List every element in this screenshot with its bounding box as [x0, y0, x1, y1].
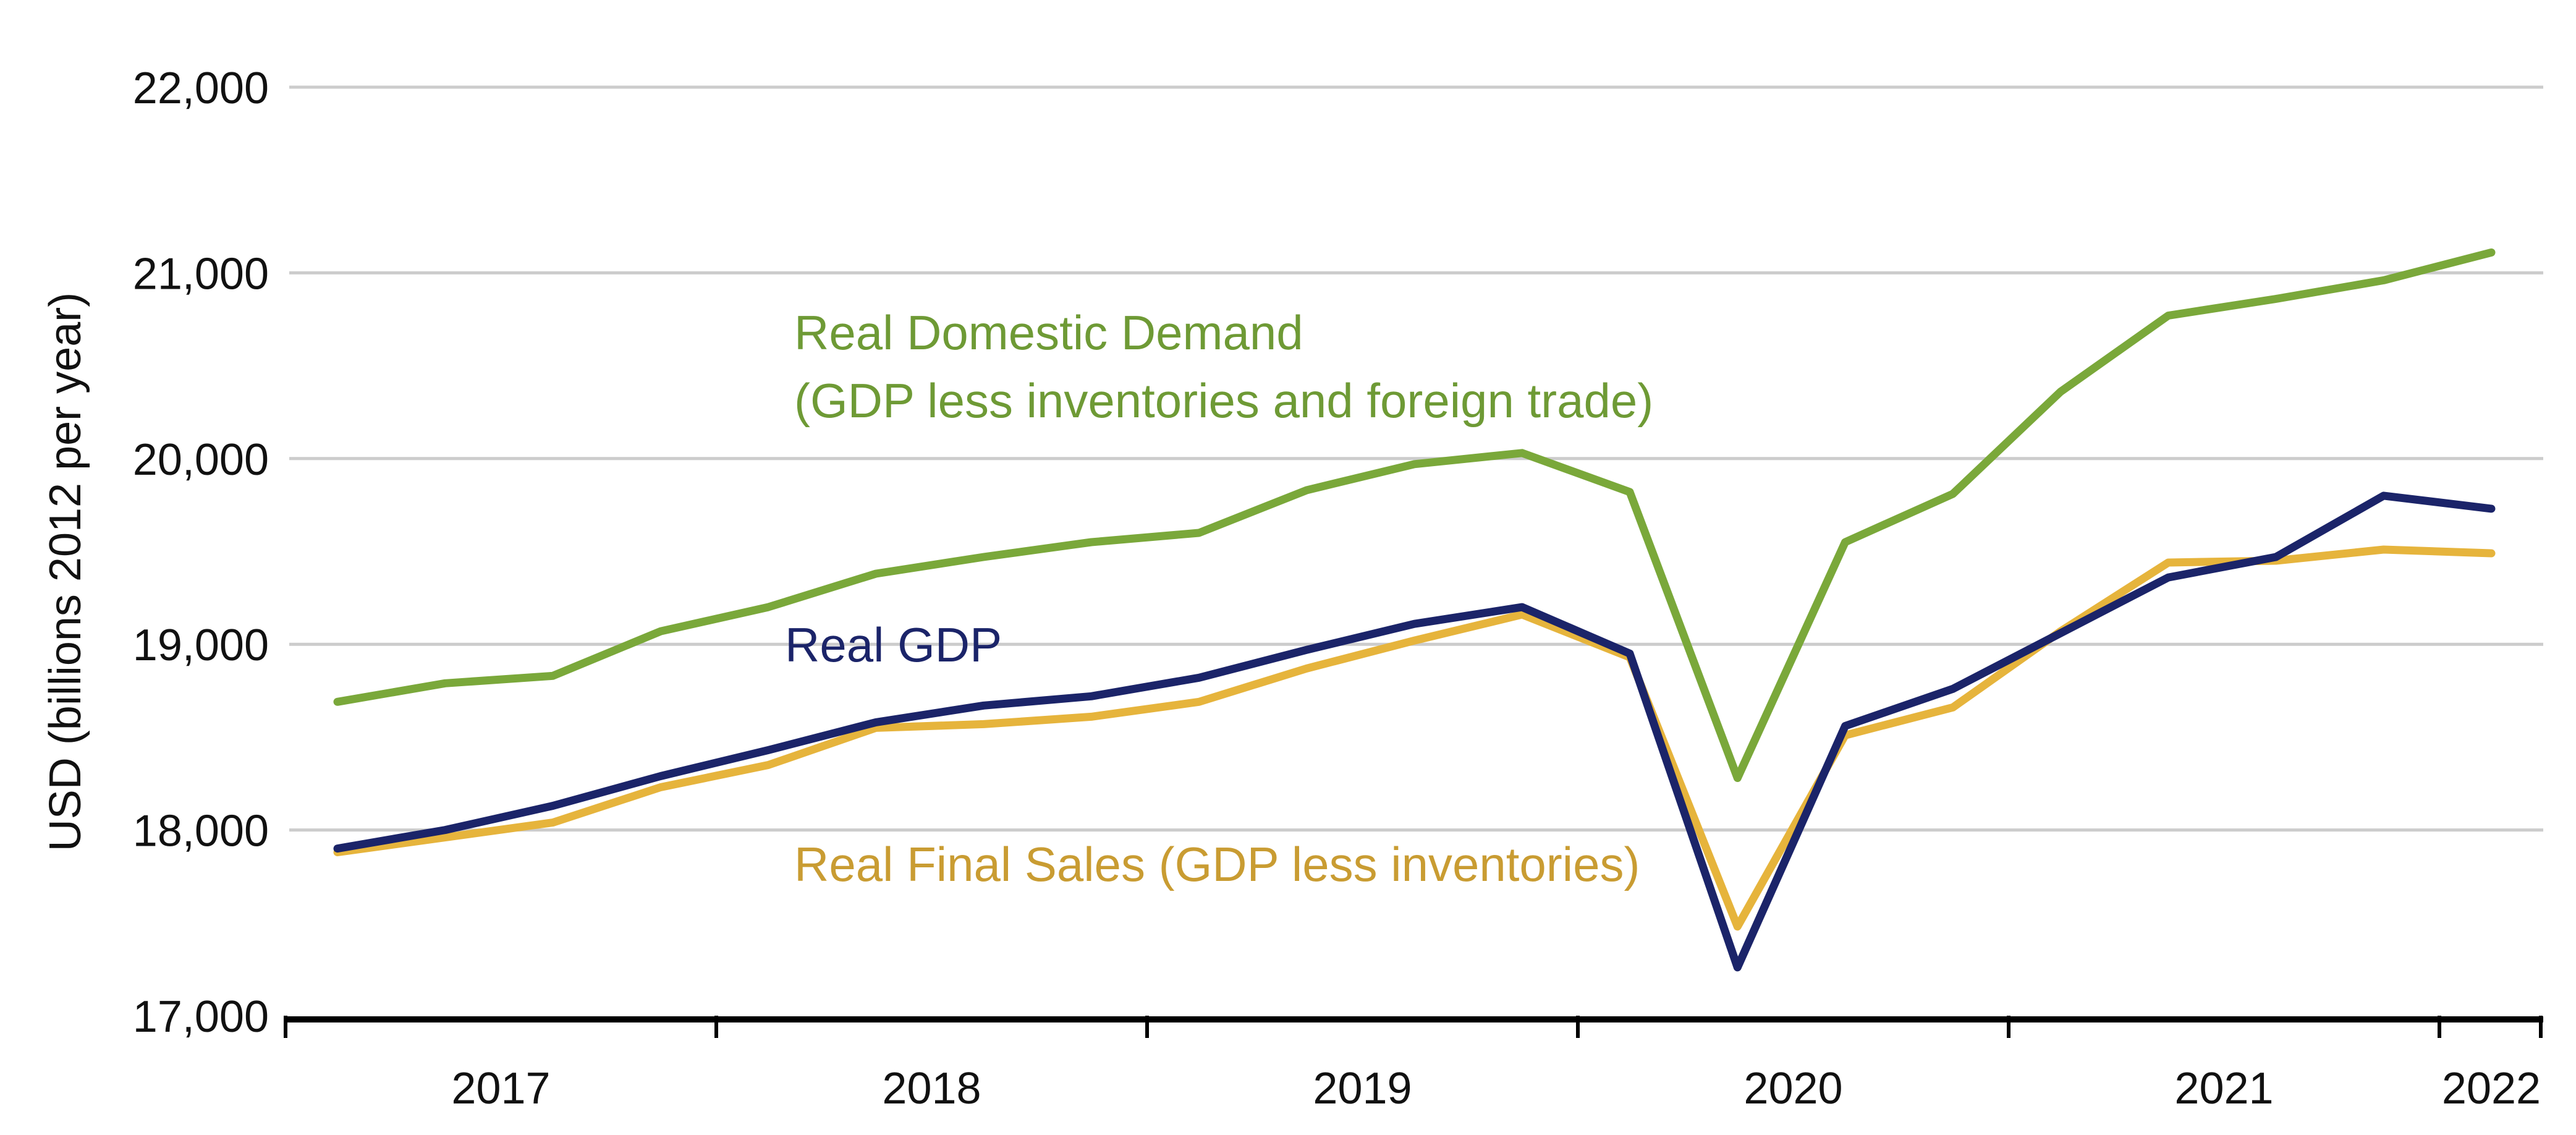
y-tick-label-21000: 21,000 [133, 249, 269, 299]
annotation-real-domestic-demand-line1: Real Domestic Demand [794, 305, 1303, 360]
y-tick-label-20000: 20,000 [133, 435, 269, 485]
y-tick-label-22000: 22,000 [133, 64, 269, 113]
annotation-real-gdp: Real GDP [785, 618, 1002, 672]
y-axis-ticks: 17,000 18,000 19,000 20,000 21,000 22,000 [133, 64, 269, 1042]
annotation-real-final-sales: Real Final Sales (GDP less inventories) [794, 837, 1640, 891]
x-tick-label-2019: 2019 [1313, 1064, 1412, 1113]
annotation-real-domestic-demand-line2: (GDP less inventories and foreign trade) [794, 373, 1653, 428]
x-tick-label-2021: 2021 [2174, 1064, 2273, 1113]
x-tick-label-2022: 2022 [2442, 1064, 2541, 1113]
x-tick-label-2017: 2017 [451, 1064, 550, 1113]
series-annotations: Real Domestic Demand (GDP less inventori… [785, 305, 1653, 891]
gridlines [289, 85, 2543, 832]
x-axis: 2017 2018 2019 2020 2021 2022 [284, 1016, 2543, 1113]
series-line-real-domestic-demand [333, 248, 2496, 782]
y-tick-label-17000: 17,000 [133, 992, 269, 1042]
x-tick-label-2018: 2018 [882, 1064, 981, 1113]
y-tick-label-18000: 18,000 [133, 807, 269, 856]
x-tick-label-2020: 2020 [1743, 1064, 1842, 1113]
y-axis-label: USD (billions 2012 per year) [41, 292, 90, 851]
y-tick-label-19000: 19,000 [133, 621, 269, 670]
series-lines [333, 248, 2496, 972]
